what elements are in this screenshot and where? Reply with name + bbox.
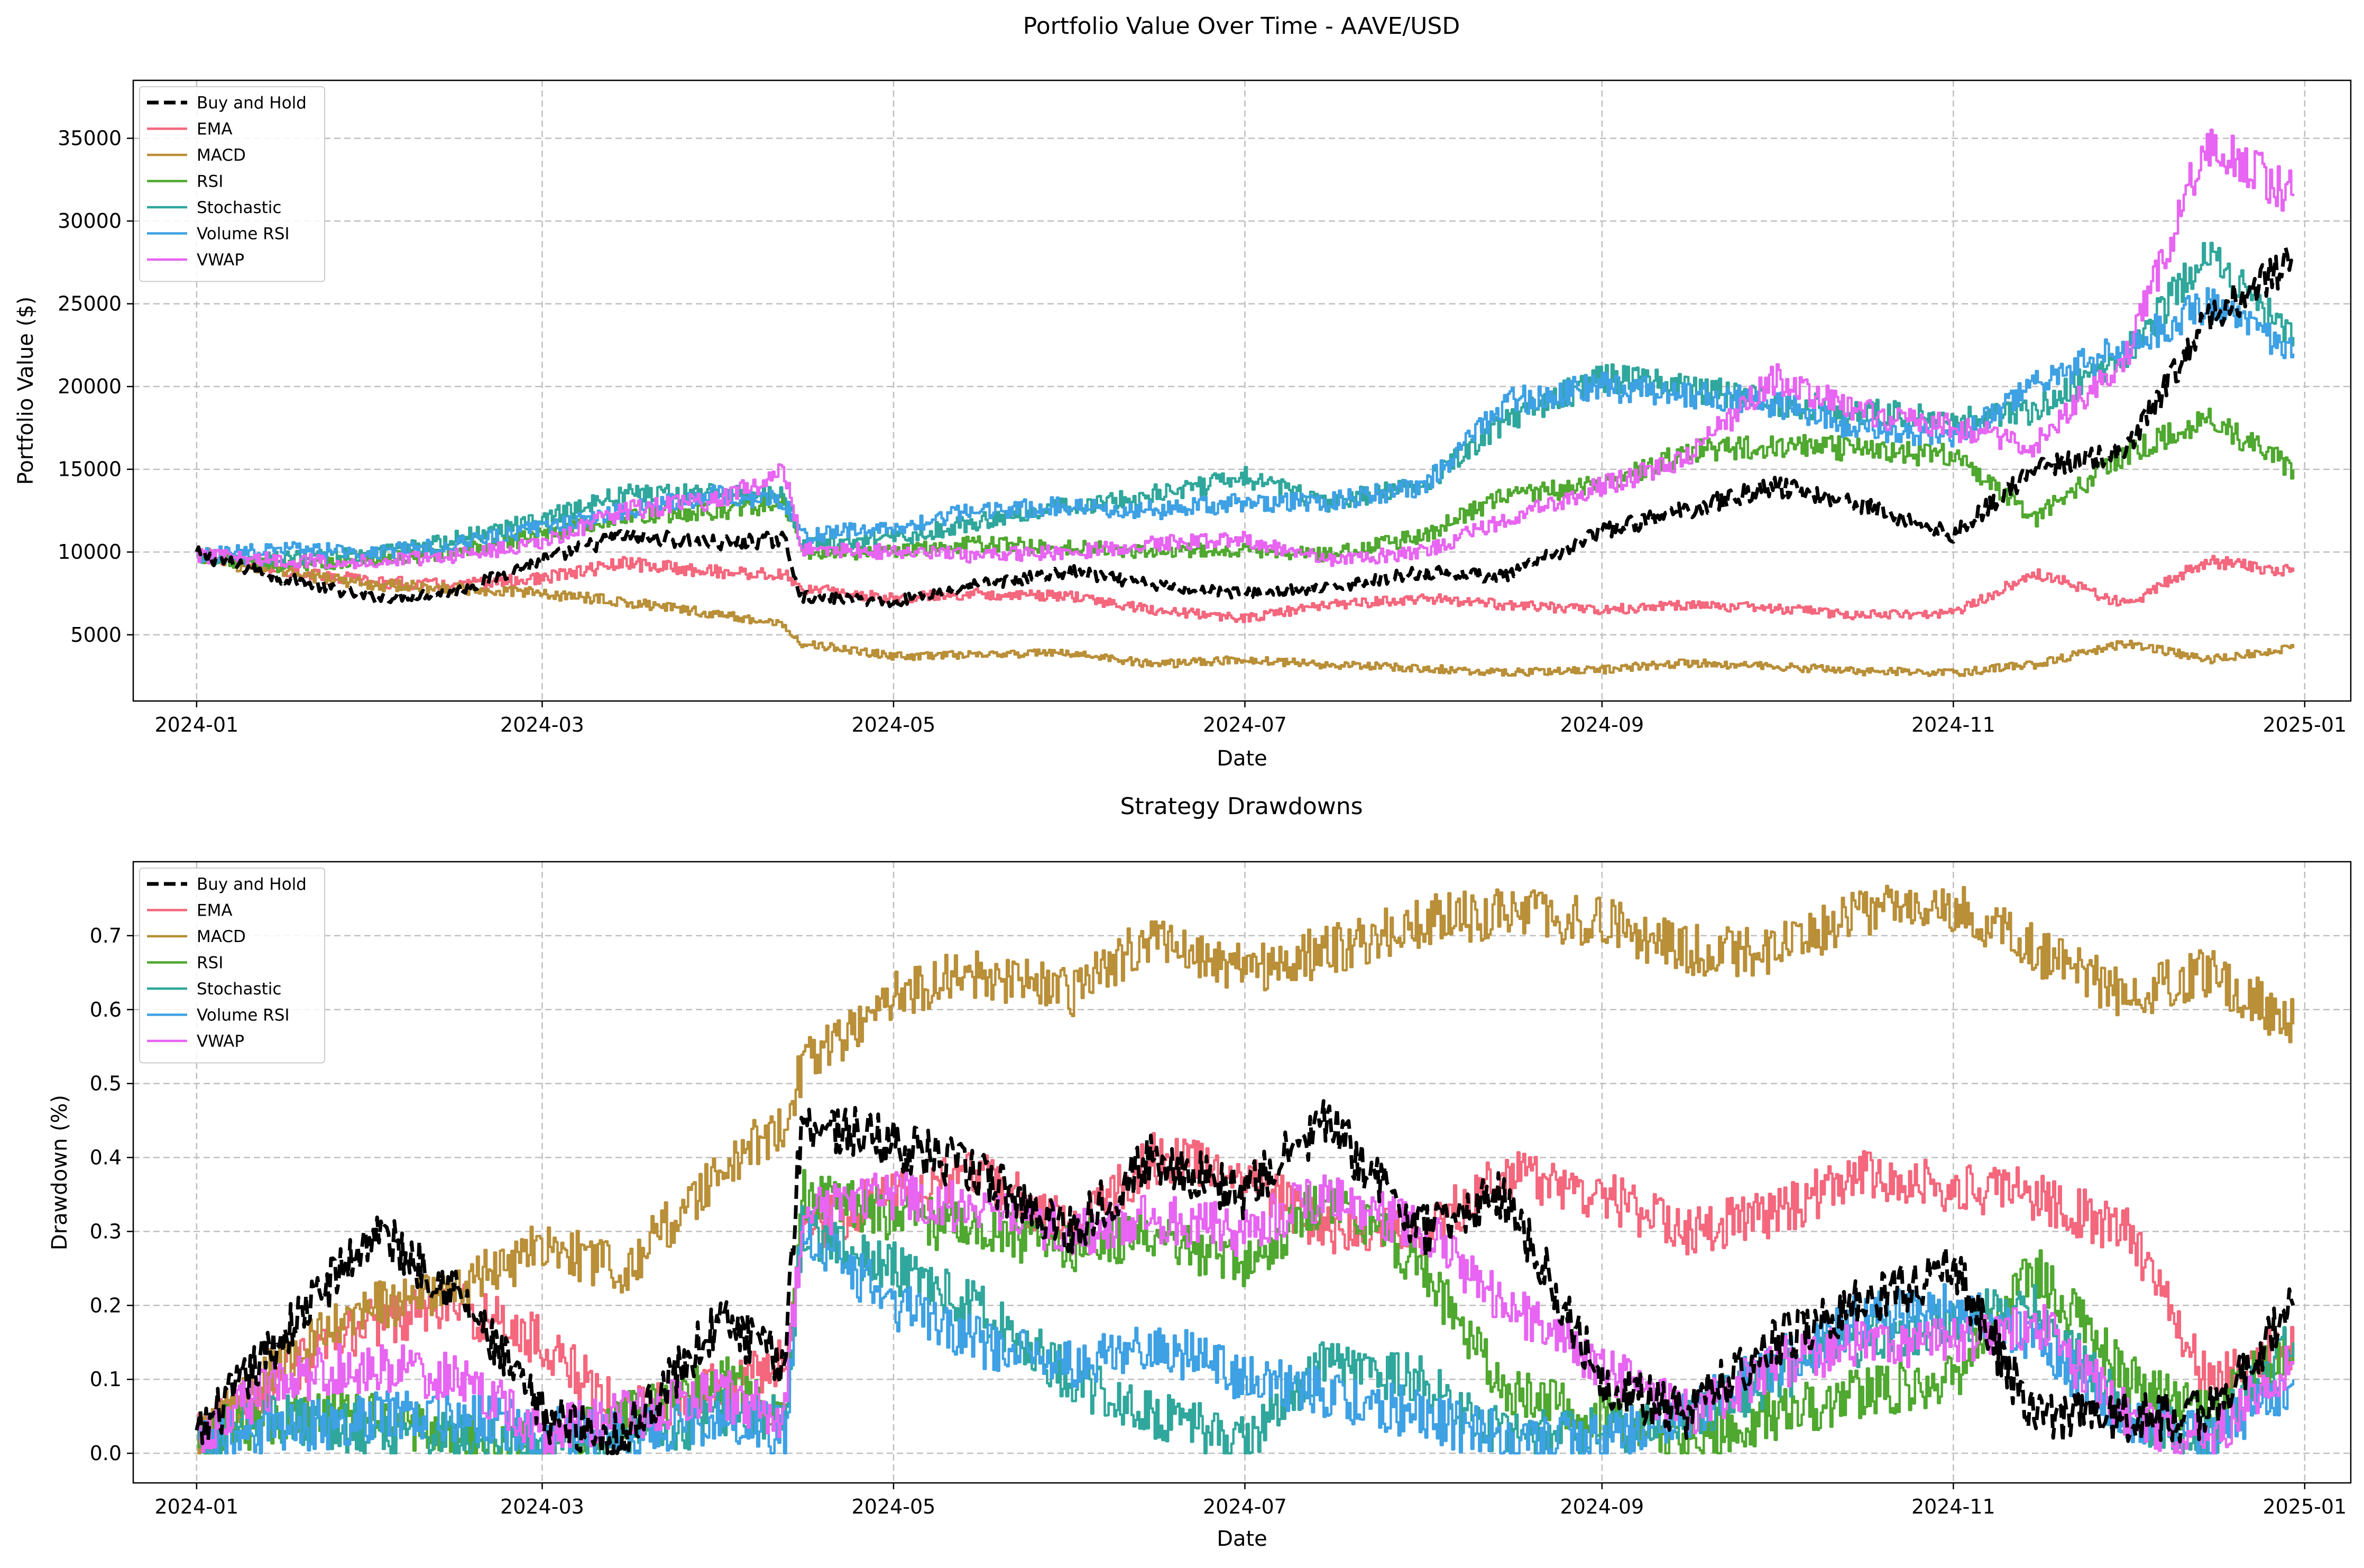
series-line-buy-and-hold — [195, 1099, 2295, 1455]
chart-title: Strategy Drawdowns — [1120, 793, 1363, 820]
y-tick-label: 0.0 — [90, 1442, 122, 1465]
portfolio-value-chart: Portfolio Value Over Time - AAVE/USD 202… — [14, 13, 2352, 771]
x-tick-label: 2024-01 — [154, 1495, 238, 1518]
x-tick-label: 2024-01 — [154, 713, 238, 736]
y-tick-label: 15000 — [58, 458, 122, 481]
series-line-macd — [196, 554, 2295, 677]
y-tick-label: 0.4 — [90, 1146, 122, 1169]
ticks: 2024-01 2024-03 2024-05 2024-07 2024-09 2024-… — [58, 127, 2347, 736]
y-tick-label: 30000 — [58, 209, 122, 233]
x-tick-label: 2024-03 — [500, 713, 584, 736]
x-tick-label: 2024-11 — [1911, 713, 1995, 736]
series-line-ema — [196, 1132, 2295, 1452]
x-tick-label: 2025-01 — [2262, 713, 2347, 736]
series-layer — [195, 884, 2295, 1455]
plot-frame — [132, 79, 2352, 702]
legend-label: Stochastic — [197, 198, 281, 217]
y-tick-label: 0.7 — [90, 924, 122, 947]
plot-frame — [132, 861, 2352, 1484]
drawdown-chart: Strategy Drawdowns 2024-01 2024-03 2024-05… — [48, 793, 2352, 1551]
y-tick-label: 10000 — [58, 540, 122, 564]
legend-label: Volume RSI — [197, 1006, 290, 1025]
legend-label: EMA — [197, 120, 233, 139]
ticks: 2024-01 2024-03 2024-05 2024-07 2024-09 2024-… — [90, 924, 2347, 1518]
x-tick-label: 2024-03 — [500, 1495, 584, 1518]
x-tick-label: 2024-07 — [1203, 1495, 1287, 1518]
legend-label: RSI — [197, 954, 223, 973]
y-tick-label: 0.6 — [90, 998, 122, 1021]
y-tick-label: 20000 — [58, 375, 122, 398]
legend-label: RSI — [197, 172, 223, 191]
series-line-ema — [196, 547, 2295, 623]
y-tick-label: 5000 — [70, 623, 122, 647]
y-tick-label: 0.5 — [90, 1072, 122, 1095]
legend-label: EMA — [197, 901, 233, 920]
y-axis-label: Portfolio Value ($) — [14, 297, 38, 485]
x-tick-label: 2024-09 — [1560, 713, 1644, 736]
series-line-buy-and-hold — [195, 245, 2295, 608]
x-tick-label: 2024-05 — [852, 713, 936, 736]
legend-label: VWAP — [197, 251, 244, 270]
y-tick-label: 0.1 — [90, 1368, 122, 1391]
grid — [133, 80, 2351, 701]
y-tick-label: 0.3 — [90, 1220, 122, 1243]
series-line-macd — [196, 884, 2295, 1455]
x-tick-label: 2024-07 — [1203, 713, 1287, 736]
legend: Buy and Hold EMA MACD RSI Stochastic Volume R… — [139, 868, 325, 1064]
y-tick-label: 0.2 — [90, 1294, 122, 1317]
legend-label: Stochastic — [197, 980, 281, 999]
x-tick-label: 2024-09 — [1560, 1495, 1644, 1518]
series-layer — [195, 128, 2295, 677]
y-tick-label: 35000 — [58, 127, 122, 150]
series-line-vwap — [196, 128, 2295, 569]
y-tick-label: 25000 — [58, 292, 122, 316]
legend-label: MACD — [197, 146, 246, 165]
legend: Buy and Hold EMA MACD RSI Stochastic Volume R… — [139, 86, 325, 282]
x-axis-label: Date — [1217, 1527, 1267, 1551]
y-axis-label: Drawdown (%) — [48, 1095, 72, 1250]
legend-label: Buy and Hold — [197, 875, 307, 894]
x-axis-label: Date — [1217, 746, 1267, 771]
legend-label: VWAP — [197, 1032, 244, 1051]
x-tick-label: 2024-05 — [852, 1495, 936, 1518]
legend-label: Volume RSI — [197, 225, 290, 244]
legend-label: Buy and Hold — [197, 94, 307, 113]
chart-title: Portfolio Value Over Time - AAVE/USD — [1023, 13, 1460, 40]
x-tick-label: 2025-01 — [2262, 1495, 2347, 1518]
x-tick-label: 2024-11 — [1911, 1495, 1995, 1518]
legend-label: MACD — [197, 927, 246, 946]
